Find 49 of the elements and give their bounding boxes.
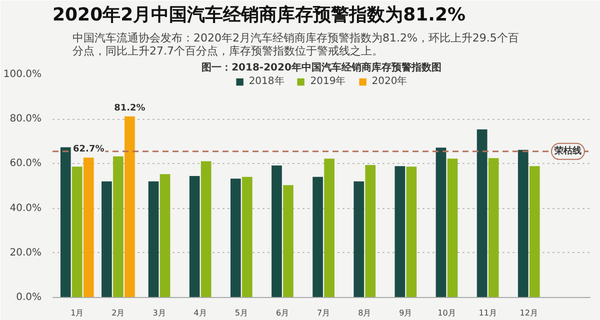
legend-label: 2019年 bbox=[310, 75, 346, 88]
bar bbox=[312, 176, 323, 298]
x-tick-label: 7月 bbox=[317, 308, 330, 318]
bar bbox=[488, 158, 499, 298]
bar bbox=[83, 158, 94, 298]
bar bbox=[272, 165, 282, 298]
data-label: 62.7% bbox=[73, 144, 104, 155]
y-tick-label: 20.0% bbox=[10, 247, 42, 258]
bar bbox=[200, 161, 212, 298]
x-tick-label: 10月 bbox=[438, 308, 456, 318]
x-tick-label: 12月 bbox=[520, 308, 538, 318]
ref-line-label: 荣枯线 bbox=[553, 145, 582, 156]
x-tick-label: 6月 bbox=[276, 308, 290, 318]
x-tick-label: 5月 bbox=[234, 308, 248, 318]
bar bbox=[242, 176, 252, 298]
chart-title: 2020年2月中国汽车经销商库存预警指数为81.2% bbox=[52, 4, 466, 26]
text: 图一：2018-2020年中国汽车经销商库存预警指数图 bbox=[202, 62, 442, 74]
x-tick-label: 3月 bbox=[152, 308, 166, 318]
x-tick-label: 1月 bbox=[70, 308, 84, 318]
x-tick-label: 2月 bbox=[112, 308, 125, 318]
bar bbox=[365, 165, 376, 298]
x-tick-label: 11月 bbox=[478, 308, 497, 318]
data-label: 81.2% bbox=[114, 103, 146, 114]
bar bbox=[394, 166, 406, 298]
bar bbox=[189, 176, 200, 298]
bar bbox=[406, 166, 417, 298]
chart-subtitle: 中国汽车流通协会发布：2020年2月汽车经销商库存预警指数为81.2%，环比上升29.5个百分点，同比上升27.7个百分点，库存预警指数位于警戒线之上。 bbox=[72, 32, 519, 58]
bar bbox=[476, 129, 488, 298]
bar bbox=[124, 116, 135, 298]
bar bbox=[324, 158, 334, 298]
y-tick-label: 0.0% bbox=[16, 292, 42, 303]
legend-label: 2020年 bbox=[372, 75, 408, 88]
x-tick-label: 9月 bbox=[399, 308, 412, 318]
bar bbox=[148, 181, 159, 298]
bar bbox=[283, 185, 294, 298]
bar bbox=[529, 166, 540, 298]
bar bbox=[436, 148, 446, 298]
y-tick-label: 80.0% bbox=[10, 114, 42, 125]
bar bbox=[447, 158, 458, 298]
bar bbox=[518, 150, 528, 298]
y-tick-label: 40.0% bbox=[10, 202, 42, 214]
legend-label: 2018年 bbox=[248, 75, 284, 88]
bar bbox=[160, 174, 170, 298]
bar bbox=[230, 178, 241, 298]
x-tick-label: 8月 bbox=[358, 308, 372, 318]
x-tick-label: 4月 bbox=[194, 308, 207, 318]
y-tick-label: 60.0% bbox=[10, 158, 42, 170]
bar bbox=[354, 181, 364, 298]
y-tick-label: 100.0% bbox=[3, 69, 42, 80]
